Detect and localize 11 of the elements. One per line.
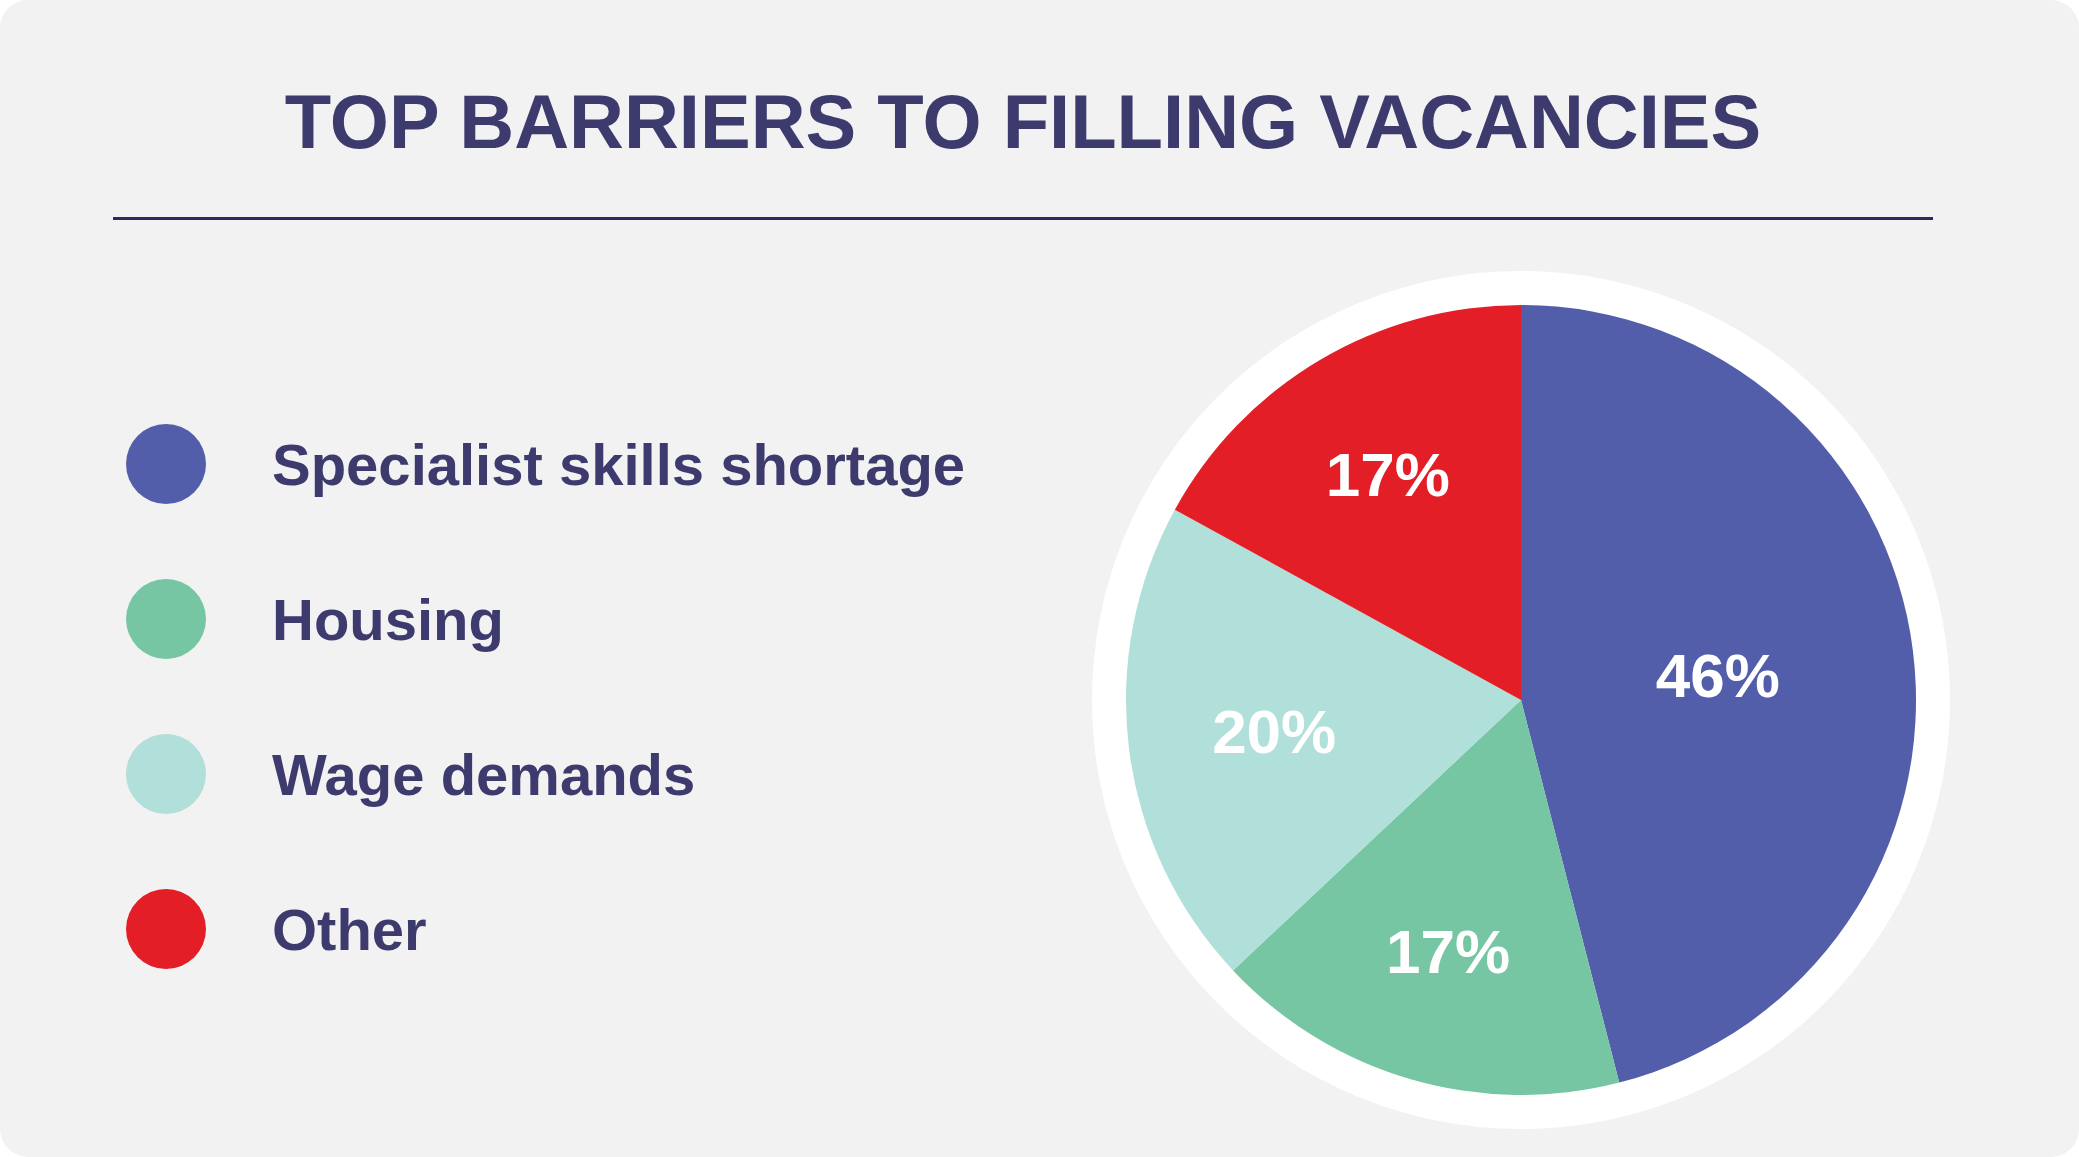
legend-label: Specialist skills shortage xyxy=(272,430,966,498)
pie-slice xyxy=(1174,305,1521,700)
chart-title: TOP BARRIERS TO FILLING VACANCIES xyxy=(283,78,1763,165)
legend-label: Housing xyxy=(272,585,504,653)
data-label: 17% xyxy=(1325,440,1450,510)
pie-slice xyxy=(1521,305,1916,1083)
data-label: 17% xyxy=(1385,916,1511,986)
data-label: 46% xyxy=(1655,640,1780,710)
legend-label: Wage demands xyxy=(272,740,696,808)
legend-label: Other xyxy=(272,895,427,963)
data-label: 20% xyxy=(1212,696,1337,766)
